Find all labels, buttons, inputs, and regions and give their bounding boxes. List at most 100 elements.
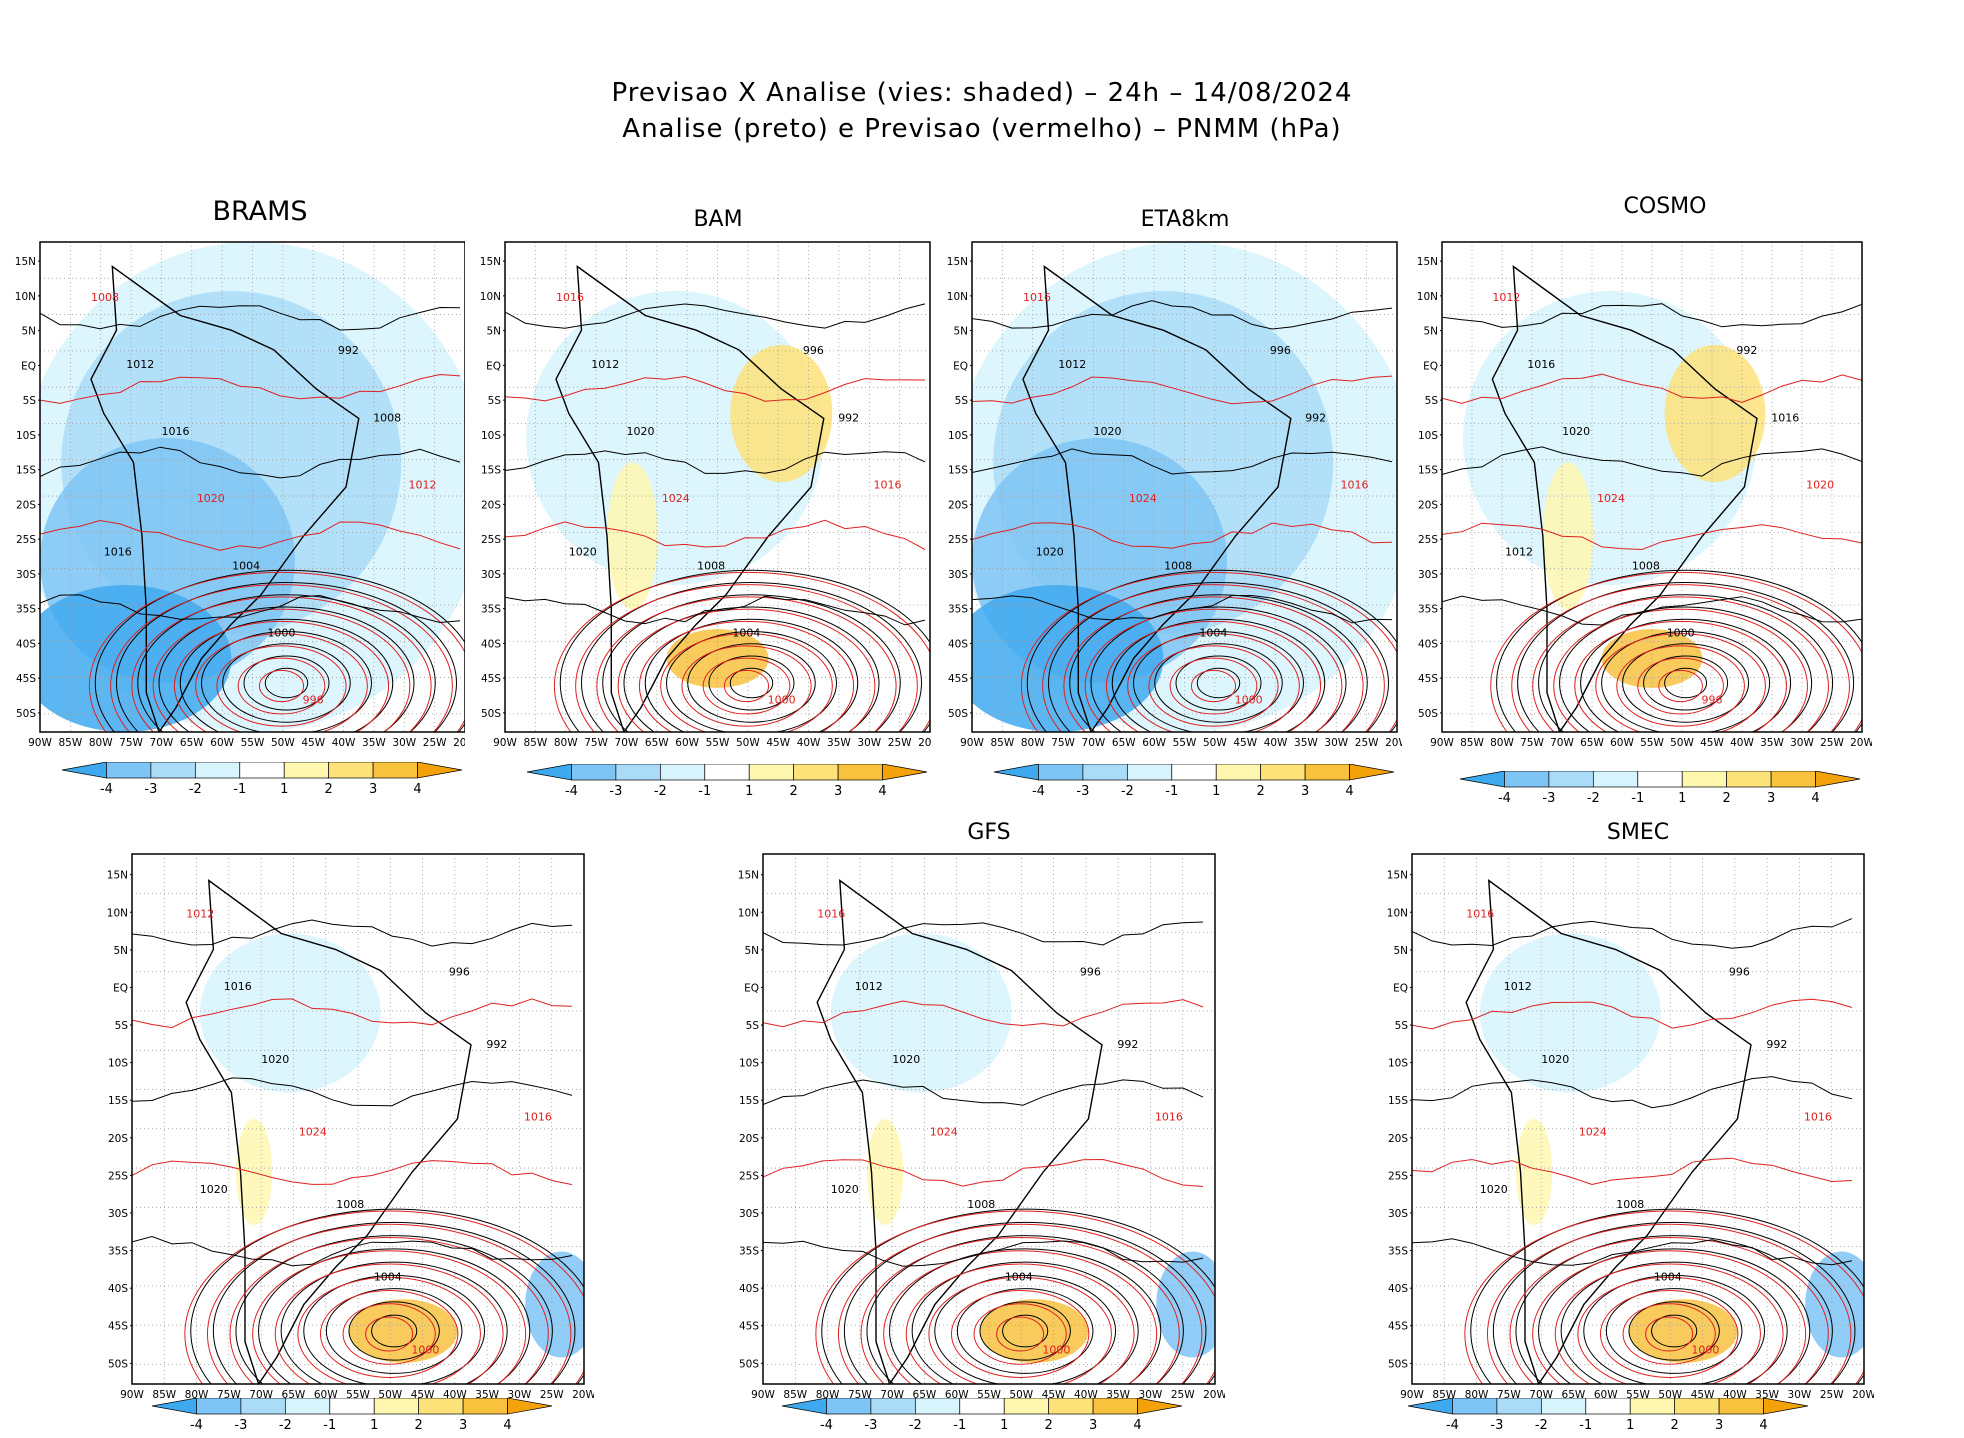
contour-label: 992 — [838, 411, 859, 424]
lat-tick-label: EQ — [21, 360, 36, 372]
lat-tick-label: 45S — [108, 1321, 128, 1333]
colorbar-label: 4 — [1133, 1418, 1141, 1433]
analysis-contour-8 — [190, 1208, 584, 1384]
forecast-contour-3 — [660, 633, 833, 732]
lat-tick-label: 5S — [746, 1020, 760, 1032]
colorbar-label: -4 — [820, 1418, 833, 1433]
colorbar-label: -2 — [1587, 791, 1600, 806]
lon-tick-label: 65W — [645, 737, 669, 749]
lon-tick-label: 90W — [751, 1389, 775, 1401]
forecast-contour-6 — [1509, 1237, 1829, 1384]
analysis-contour-7 — [1048, 582, 1389, 732]
forecast-contour-2 — [950, 1290, 1090, 1378]
colorbar-label: -2 — [1535, 1418, 1548, 1433]
panel-title-7: SMEC — [1606, 820, 1670, 845]
isobar-line-3 — [972, 522, 1393, 549]
analysis-contour-7 — [1517, 582, 1855, 732]
contour-label: 1016 — [556, 291, 584, 304]
colorbar-label: -3 — [609, 784, 622, 799]
colorbar-swatch — [372, 762, 418, 779]
analysis-contour-3 — [1583, 1274, 1766, 1384]
colorbar-swatch — [418, 1398, 464, 1415]
lat-tick-label: 35S — [108, 1246, 128, 1258]
lat-tick-label: 50S — [108, 1358, 128, 1370]
forecast-contour-6 — [1532, 596, 1829, 732]
contour-label: 1024 — [930, 1125, 958, 1138]
analysis-contour-4 — [1580, 618, 1792, 732]
colorbar-label: -4 — [1498, 791, 1511, 806]
contour-label: 1000 — [411, 1343, 439, 1356]
lon-tick-label: 25W — [1820, 1389, 1844, 1401]
analysis-contour-6 — [602, 594, 901, 732]
lon-tick-label: 25W — [423, 737, 447, 749]
forecast-contour-0 — [258, 669, 305, 703]
map-frame — [762, 853, 1216, 1385]
analysis-contour-1 — [708, 655, 795, 711]
contour-label: 1012 — [855, 980, 883, 993]
contour-label: 1016 — [1155, 1111, 1183, 1124]
lon-tick-label: 90W — [960, 737, 984, 749]
colorbar-label: 2 — [415, 1418, 423, 1433]
isobar-line-1 — [132, 998, 573, 1029]
lat-tick-label: 5S — [115, 1020, 129, 1032]
colorbar-label: -1 — [953, 1418, 966, 1433]
forecast-contour-8 — [553, 571, 930, 732]
lat-tick-label: 10N — [1387, 907, 1408, 919]
colorbar-swatch — [1171, 764, 1217, 781]
lat-tick-label: 45S — [16, 673, 36, 685]
analysis-contour-2 — [1154, 643, 1283, 723]
forecast-contour-7 — [838, 1223, 1203, 1384]
forecast-contour-2 — [319, 1290, 459, 1378]
bias-shading-3 — [40, 585, 232, 732]
lat-tick-label: 5N — [486, 326, 501, 338]
lon-tick-label: 40W — [1730, 737, 1754, 749]
contour-label: 1000 — [768, 694, 796, 707]
lon-tick-label: 50W — [1203, 737, 1227, 749]
lat-tick-label: 15S — [739, 1095, 759, 1107]
lat-tick-label: 10N — [1417, 291, 1438, 303]
lat-tick-label: 45S — [739, 1321, 759, 1333]
analysis-contour-4 — [1560, 1261, 1788, 1384]
forecast-contour-5 — [1084, 608, 1343, 732]
contour-label: 1024 — [1597, 492, 1625, 505]
analysis-contour-0 — [729, 667, 774, 699]
isobar-line-3 — [1412, 1157, 1853, 1186]
lon-tick-label: 20W — [1850, 737, 1872, 749]
lon-tick-label: 55W — [1173, 737, 1197, 749]
figure-title-line1: Previsao X Analise (vies: shaded) – 24h … — [611, 78, 1353, 108]
lon-tick-label: 25W — [540, 1389, 564, 1401]
forecast-contour-2 — [1616, 645, 1745, 727]
lon-tick-label: 30W — [392, 737, 416, 749]
colorbar-swatch — [61, 762, 107, 779]
lon-tick-label: 25W — [1171, 1389, 1195, 1401]
contour-label: 1016 — [224, 980, 252, 993]
contour-label: 1020 — [831, 1183, 859, 1196]
contour-label: 1008 — [1616, 1198, 1644, 1211]
contour-label: 1004 — [732, 626, 760, 639]
colorbar-label: 1 — [370, 1418, 378, 1433]
lat-tick-label: 10N — [107, 907, 128, 919]
lon-tick-label: 85W — [1460, 737, 1484, 749]
analysis-contour-1 — [348, 1301, 440, 1361]
analysis-contour-2 — [1622, 643, 1750, 723]
analysis-contour-2 — [325, 1288, 463, 1374]
analysis-contour-8 — [94, 569, 465, 732]
colorbar-swatch — [1504, 771, 1550, 788]
lon-tick-label: 75W — [119, 737, 143, 749]
contour-label: 992 — [1117, 1038, 1138, 1051]
contour-label: 996 — [303, 694, 324, 707]
isobar-line-0 — [763, 921, 1204, 946]
lat-tick-label: 15N — [947, 256, 968, 268]
colorbar-label: -1 — [233, 782, 246, 797]
colorbar-swatch — [793, 764, 839, 781]
lat-tick-label: 40S — [108, 1283, 128, 1295]
contour-label: 1008 — [373, 411, 401, 424]
coastline — [555, 265, 825, 732]
forecast-contour-7 — [575, 584, 918, 732]
lon-tick-label: 75W — [1520, 737, 1544, 749]
forecast-contour-1 — [237, 657, 326, 715]
lat-tick-label: 25S — [739, 1170, 759, 1182]
contour-label: 1016 — [1340, 478, 1368, 491]
lat-tick-label: 5S — [488, 395, 502, 407]
analysis-contour-7 — [843, 1221, 1207, 1384]
